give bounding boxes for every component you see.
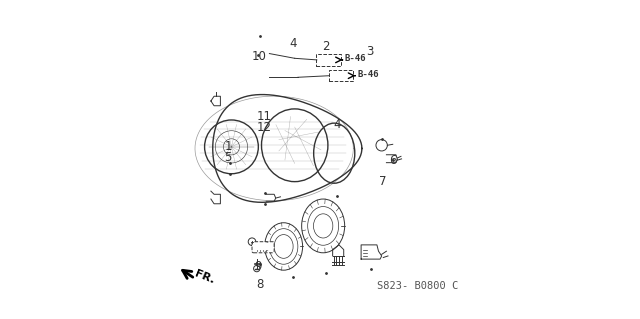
Text: 4: 4 [289, 37, 297, 50]
Text: 5: 5 [225, 152, 232, 164]
Text: 1: 1 [225, 140, 232, 153]
FancyBboxPatch shape [316, 54, 340, 66]
Text: 9: 9 [254, 260, 262, 273]
Text: 12: 12 [257, 121, 271, 134]
Text: 2: 2 [323, 40, 330, 53]
Text: S823- B0800 C: S823- B0800 C [378, 281, 459, 291]
Text: 4: 4 [333, 118, 341, 130]
Text: 8: 8 [256, 278, 264, 291]
Text: 7: 7 [378, 174, 386, 188]
Text: 11: 11 [257, 110, 271, 123]
Text: 10: 10 [252, 49, 267, 63]
FancyBboxPatch shape [328, 70, 353, 81]
Text: B-46: B-46 [357, 70, 379, 79]
Text: FR.: FR. [193, 269, 216, 286]
Text: 6: 6 [390, 154, 397, 167]
FancyBboxPatch shape [252, 242, 274, 253]
Text: B-46: B-46 [345, 54, 366, 63]
Text: 3: 3 [366, 45, 374, 58]
